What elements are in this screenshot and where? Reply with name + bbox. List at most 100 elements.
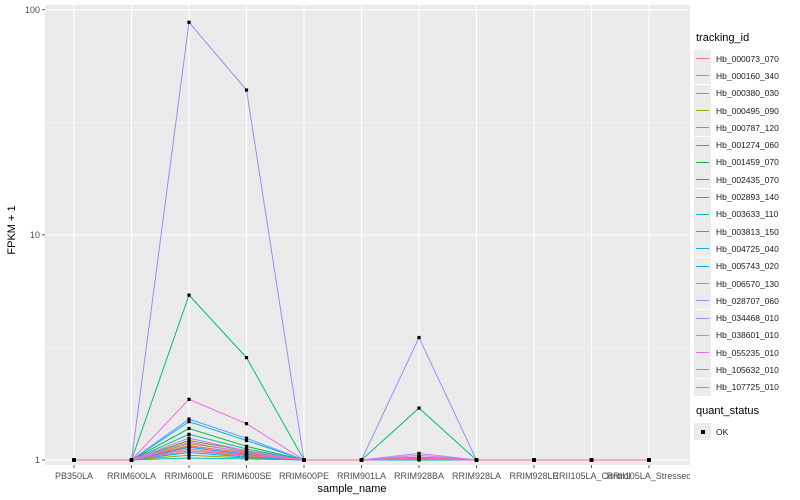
data-point [187, 453, 191, 457]
legend-item: Hb_038601_010 [694, 326, 798, 344]
legend-item: Hb_002435_070 [694, 171, 798, 189]
data-point [302, 458, 306, 462]
data-point [187, 397, 191, 401]
legend-item: Hb_004725_040 [694, 240, 798, 258]
data-point [187, 440, 191, 444]
y-axis-title: FPKM + 1 [6, 205, 18, 254]
data-point [417, 451, 421, 455]
data-point [129, 458, 134, 462]
legend-label: Hb_001274_060 [716, 140, 779, 151]
legend-label: Hb_004725_040 [716, 243, 779, 254]
data-point [187, 450, 191, 455]
legend-key [694, 378, 711, 396]
data-point [244, 457, 249, 461]
data-point [72, 458, 76, 462]
data-point [187, 443, 191, 448]
legend-key [694, 67, 711, 85]
data-point [187, 426, 191, 431]
legend-key [694, 257, 711, 275]
data-point [244, 438, 249, 443]
x-tick-label: RRIM928LA [452, 471, 501, 481]
data-point [187, 445, 191, 449]
legend-key [694, 84, 711, 102]
legend-item: Hb_034468_010 [694, 309, 798, 327]
x-tick-label: RRIM600PE [279, 471, 329, 481]
y-tick-label: 1 [35, 455, 40, 465]
y-tick-label: 100 [25, 5, 40, 15]
legend-tracking-id: tracking_id Hb_000073_070 Hb_000160_340 Hb… [694, 32, 798, 396]
legend-item: Hb_105632_010 [694, 361, 798, 379]
data-point [187, 436, 191, 440]
legend-label: Hb_105632_010 [716, 364, 779, 375]
legend-label: Hb_003633_110 [716, 209, 779, 220]
legend-item: Hb_028707_060 [694, 292, 798, 310]
x-tick-label: RRIM928LE [509, 471, 558, 481]
legend-label: Hb_003813_150 [716, 226, 779, 237]
y-tick-label: 10 [30, 230, 40, 240]
legend-label: OK [716, 426, 729, 437]
legend-label: Hb_006570_130 [716, 278, 779, 289]
legend-key [694, 223, 711, 241]
legend-item: Hb_001274_060 [694, 136, 798, 154]
x-tick-label: RRIM600SE [221, 471, 271, 481]
legend-key [694, 275, 711, 292]
legend-key [694, 361, 711, 379]
legend-label: Hb_000495_090 [716, 105, 779, 116]
data-point [417, 456, 421, 460]
x-tick-label: RRII105LA_Stressed [607, 471, 690, 481]
legend-label: Hb_001459_070 [716, 157, 779, 168]
chart-plot: 1 10 100 PB350LA RRIM600LA RRIM600LE RRIM600S… [6, 5, 690, 495]
data-point [187, 442, 191, 446]
legend-item: Hb_000380_030 [694, 84, 798, 102]
data-point [187, 432, 191, 436]
data-point [244, 422, 249, 426]
data-point [244, 88, 249, 92]
legend-label: Hb_002435_070 [716, 174, 779, 185]
legend-item: Hb_003813_150 [694, 223, 798, 241]
legend-item: Hb_000073_070 [694, 50, 798, 68]
data-point [187, 417, 191, 421]
legend-title: quant_status [696, 405, 759, 417]
data-point [244, 455, 249, 459]
data-point [187, 20, 191, 24]
legend-item: Hb_000495_090 [694, 102, 798, 120]
legend-item: Hb_000160_340 [694, 67, 798, 85]
legend-key [694, 205, 711, 223]
legend-key [694, 119, 711, 137]
legend-key [694, 136, 711, 154]
x-tick-label: RRIM901LA [337, 471, 386, 481]
legend-quant-status: quant_status OK [694, 405, 798, 441]
legend-label: Hb_055235_010 [716, 347, 779, 358]
legend-label: Hb_034468_010 [716, 313, 779, 324]
data-point [589, 458, 594, 462]
data-point [187, 449, 191, 453]
legend-key [694, 344, 711, 362]
legend-item: Hb_000787_120 [694, 119, 798, 137]
data-point [244, 451, 249, 455]
data-point [417, 453, 421, 457]
legend-item: Hb_002893_140 [694, 188, 798, 206]
data-point [647, 458, 651, 462]
legend-key [694, 423, 711, 441]
x-axis-title: sample_name [317, 483, 386, 495]
data-point [244, 449, 249, 453]
legend-label: Hb_000380_030 [716, 88, 779, 99]
legend-item: Hb_003633_110 [694, 205, 798, 223]
x-tick-label: RRIM600LA [107, 471, 156, 481]
legend-title: tracking_id [696, 32, 750, 44]
data-point [417, 406, 421, 410]
legend-label: Hb_002893_140 [716, 192, 779, 203]
legend-key [694, 188, 711, 206]
legend-key [694, 292, 711, 310]
legend-key [694, 240, 711, 258]
data-point [187, 293, 191, 297]
data-point [417, 335, 421, 340]
legend-key [694, 50, 711, 68]
x-tick-label: RRIM928BA [394, 471, 444, 481]
legend-label: Hb_000073_070 [716, 53, 779, 64]
legend-label: Hb_000160_340 [716, 70, 779, 81]
data-point [474, 458, 479, 462]
data-point [187, 420, 191, 424]
legend-key [694, 102, 711, 120]
legend-label: Hb_000787_120 [716, 122, 779, 133]
